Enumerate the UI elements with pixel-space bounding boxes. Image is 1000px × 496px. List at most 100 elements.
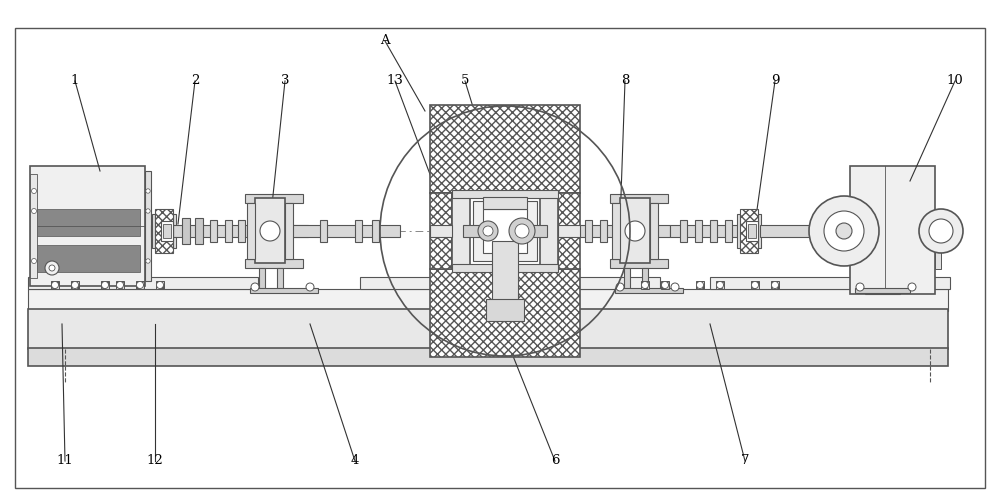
- Bar: [225, 220, 232, 242]
- Bar: [28, 289, 948, 311]
- Text: 2: 2: [191, 74, 199, 87]
- Circle shape: [260, 221, 280, 241]
- Circle shape: [32, 258, 36, 263]
- Bar: [855, 288, 910, 293]
- Circle shape: [716, 282, 724, 289]
- Bar: [250, 288, 318, 293]
- Bar: [624, 268, 630, 289]
- Circle shape: [662, 282, 668, 289]
- Bar: [661, 281, 669, 289]
- Circle shape: [856, 283, 864, 291]
- Bar: [372, 220, 379, 242]
- Bar: [935, 251, 941, 269]
- Bar: [725, 220, 732, 242]
- Circle shape: [809, 196, 879, 266]
- Circle shape: [671, 283, 679, 291]
- Bar: [116, 281, 124, 289]
- Bar: [751, 281, 759, 289]
- Bar: [28, 309, 948, 349]
- Circle shape: [52, 282, 59, 289]
- Text: 11: 11: [57, 454, 73, 468]
- Bar: [430, 193, 452, 269]
- Bar: [463, 225, 488, 237]
- Bar: [255, 198, 285, 263]
- Bar: [492, 241, 518, 301]
- Circle shape: [306, 283, 314, 291]
- Circle shape: [515, 224, 529, 238]
- Bar: [758, 214, 761, 248]
- Bar: [760, 225, 845, 237]
- Bar: [473, 201, 537, 261]
- Circle shape: [824, 211, 864, 251]
- Bar: [522, 225, 547, 237]
- Bar: [865, 289, 900, 294]
- Bar: [30, 174, 37, 278]
- Bar: [430, 225, 452, 237]
- Bar: [145, 171, 151, 281]
- Bar: [452, 264, 558, 272]
- Bar: [615, 288, 683, 293]
- Text: 9: 9: [771, 74, 779, 87]
- Bar: [320, 220, 327, 242]
- Bar: [558, 225, 580, 237]
- Bar: [151, 225, 171, 237]
- Bar: [245, 259, 303, 268]
- Circle shape: [32, 188, 36, 193]
- Text: 6: 6: [551, 454, 559, 468]
- Bar: [612, 203, 620, 259]
- Bar: [430, 269, 580, 357]
- Bar: [51, 281, 59, 289]
- Bar: [30, 166, 145, 286]
- Bar: [173, 214, 176, 248]
- Bar: [670, 225, 755, 237]
- Bar: [771, 281, 779, 289]
- Bar: [740, 209, 758, 253]
- Text: 3: 3: [281, 74, 289, 87]
- Circle shape: [32, 208, 36, 213]
- Bar: [71, 281, 79, 289]
- Bar: [716, 281, 724, 289]
- Text: 5: 5: [461, 74, 469, 87]
- Bar: [182, 218, 190, 244]
- Text: 10: 10: [947, 74, 963, 87]
- Bar: [277, 268, 283, 289]
- Bar: [173, 225, 308, 237]
- Bar: [746, 221, 758, 241]
- Bar: [452, 193, 470, 269]
- Circle shape: [116, 282, 124, 289]
- Bar: [259, 268, 264, 289]
- Circle shape: [49, 265, 55, 271]
- Bar: [285, 203, 293, 259]
- Bar: [136, 281, 144, 289]
- Bar: [610, 194, 668, 203]
- Circle shape: [146, 189, 150, 193]
- Bar: [486, 299, 524, 321]
- Circle shape: [625, 221, 645, 241]
- Bar: [152, 214, 155, 248]
- Bar: [155, 209, 173, 253]
- Circle shape: [251, 283, 259, 291]
- Circle shape: [136, 282, 144, 289]
- Circle shape: [919, 209, 963, 253]
- Text: 12: 12: [147, 454, 163, 468]
- Bar: [696, 281, 704, 289]
- Circle shape: [509, 218, 535, 244]
- Bar: [610, 259, 668, 268]
- Circle shape: [478, 221, 498, 241]
- Text: 8: 8: [621, 74, 629, 87]
- Circle shape: [156, 282, 164, 289]
- Circle shape: [752, 282, 759, 289]
- Bar: [710, 220, 717, 242]
- Circle shape: [102, 282, 108, 289]
- Text: 1: 1: [71, 74, 79, 87]
- Circle shape: [146, 209, 150, 213]
- Bar: [35, 209, 140, 236]
- Bar: [101, 281, 109, 289]
- Bar: [650, 203, 658, 259]
- Bar: [156, 281, 164, 289]
- Circle shape: [642, 282, 648, 289]
- Bar: [28, 277, 258, 289]
- Bar: [238, 220, 245, 242]
- Bar: [195, 218, 203, 244]
- Bar: [600, 220, 607, 242]
